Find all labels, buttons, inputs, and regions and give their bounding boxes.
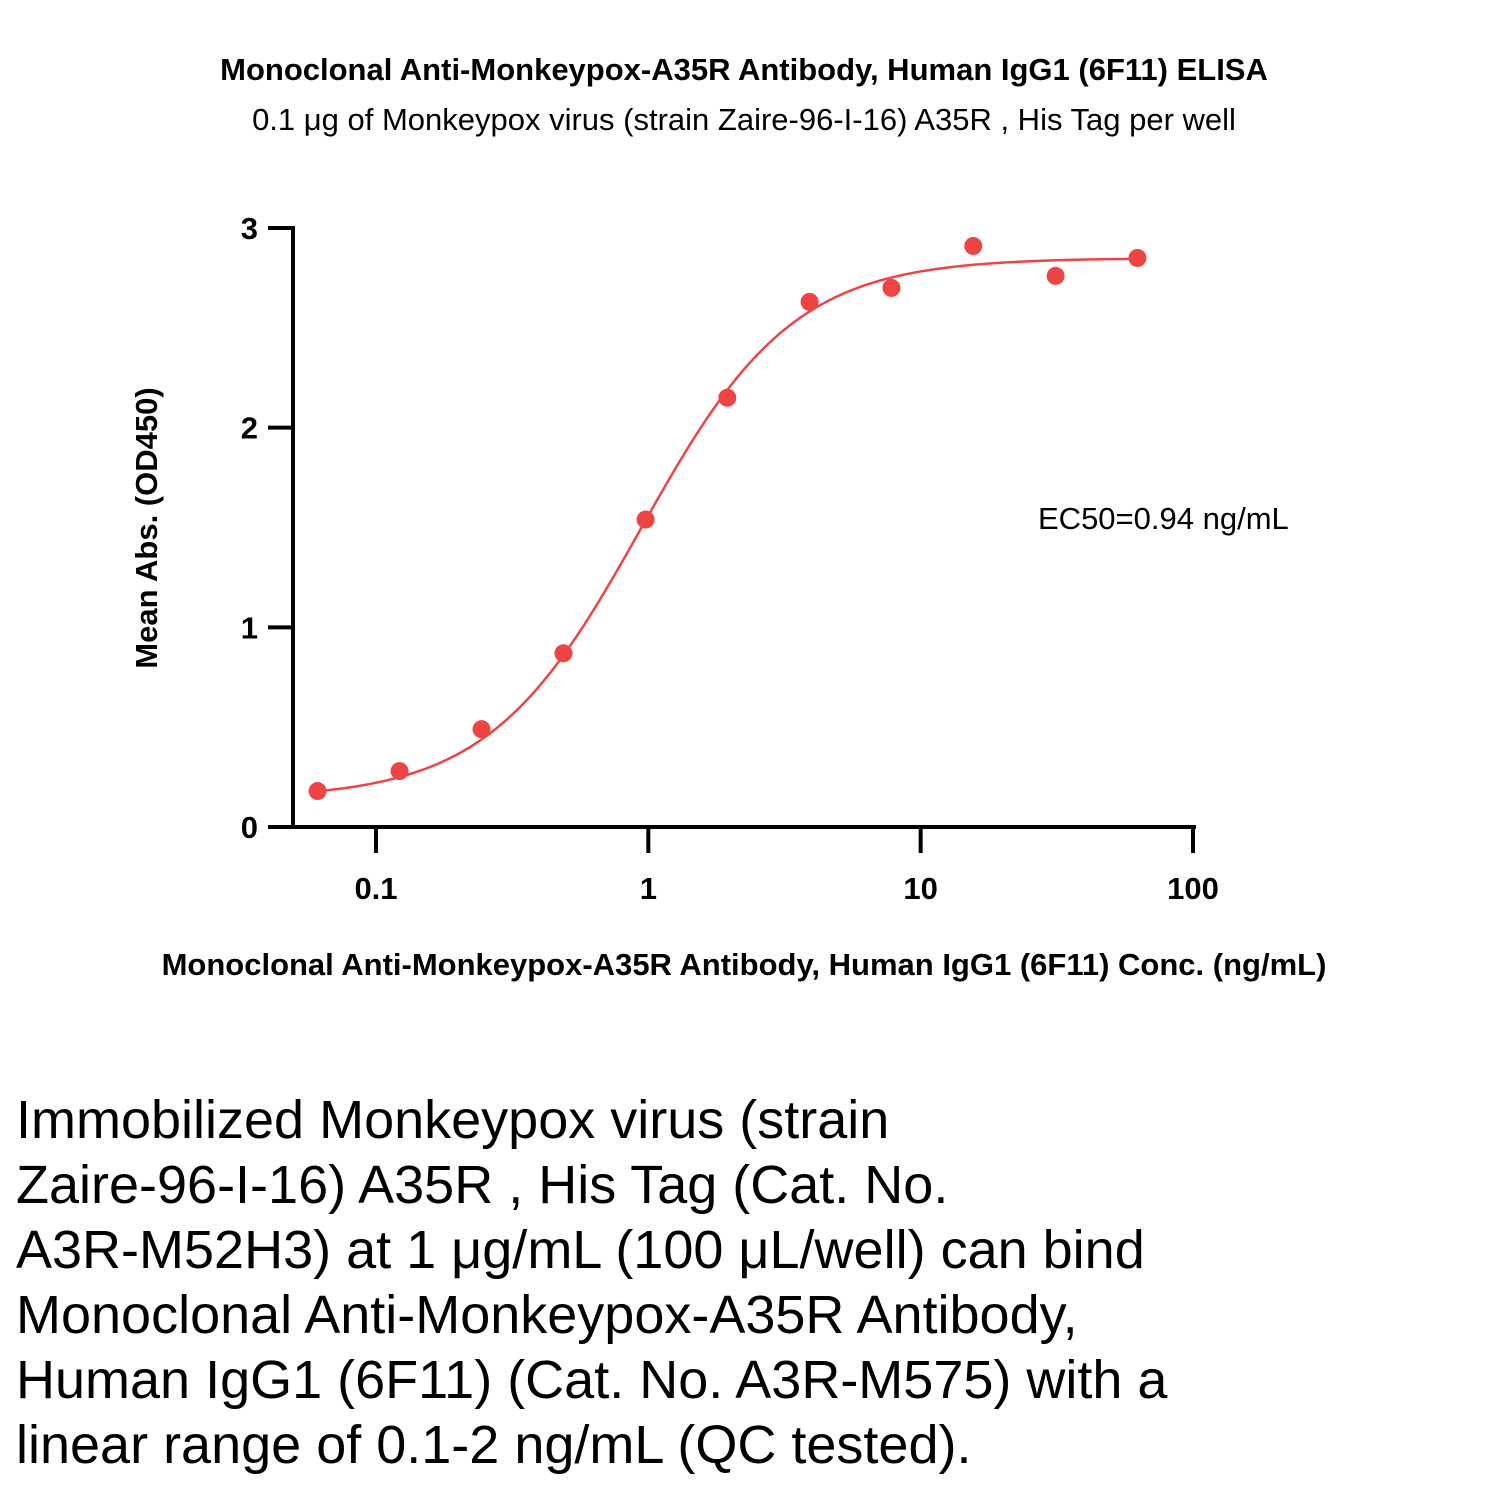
caption: Immobilized Monkeypox virus (strain Zair… (16, 1088, 1456, 1478)
data-point (800, 292, 819, 311)
data-point (308, 782, 327, 801)
data-point (1046, 266, 1065, 285)
caption-line: linear range of 0.1-2 ng/mL (QC tested). (16, 1415, 972, 1475)
caption-line: Human IgG1 (6F11) (Cat. No. A3R-M575) wi… (16, 1350, 1168, 1410)
caption-line: Immobilized Monkeypox virus (strain (16, 1090, 890, 1150)
data-point (1128, 248, 1147, 267)
data-point (554, 644, 573, 663)
caption-line: A3R-M52H3) at 1 μg/mL (100 μL/well) can … (16, 1220, 1145, 1280)
data-point (636, 510, 655, 529)
x-ticks: 0.1 1 10 100 (354, 827, 1219, 906)
data-points (308, 236, 1147, 801)
ec50-annotation: EC50=0.94 ng/mL (1038, 501, 1289, 536)
x-tick-label: 1 (640, 871, 657, 906)
y-tick-label: 1 (241, 610, 258, 645)
x-tick-label: 10 (903, 871, 937, 906)
y-tick-label: 2 (241, 411, 258, 446)
y-axis-label: Mean Abs. (OD450) (129, 387, 164, 668)
fit-curve (317, 257, 1138, 793)
chart-subtitle: 0.1 μg of Monkeypox virus (strain Zaire-… (252, 102, 1236, 137)
x-axis-label: Monoclonal Anti-Monkeypox-A35R Antibody,… (162, 947, 1327, 982)
y-tick-label: 0 (241, 810, 258, 845)
y-ticks: 0 1 2 3 (241, 211, 293, 845)
data-point (718, 388, 737, 407)
data-point (882, 278, 901, 297)
y-tick-label: 3 (241, 211, 258, 246)
elisa-chart: Monoclonal Anti-Monkeypox-A35R Antibody,… (129, 52, 1327, 982)
data-point (390, 762, 409, 781)
data-point (472, 720, 491, 739)
caption-line: Monoclonal Anti-Monkeypox-A35R Antibody, (16, 1285, 1078, 1345)
chart-title: Monoclonal Anti-Monkeypox-A35R Antibody,… (220, 52, 1268, 87)
x-tick-label: 0.1 (354, 871, 397, 906)
caption-line: Zaire-96-I-16) A35R , His Tag (Cat. No. (16, 1155, 949, 1215)
data-point (964, 236, 983, 255)
x-tick-label: 100 (1167, 871, 1219, 906)
